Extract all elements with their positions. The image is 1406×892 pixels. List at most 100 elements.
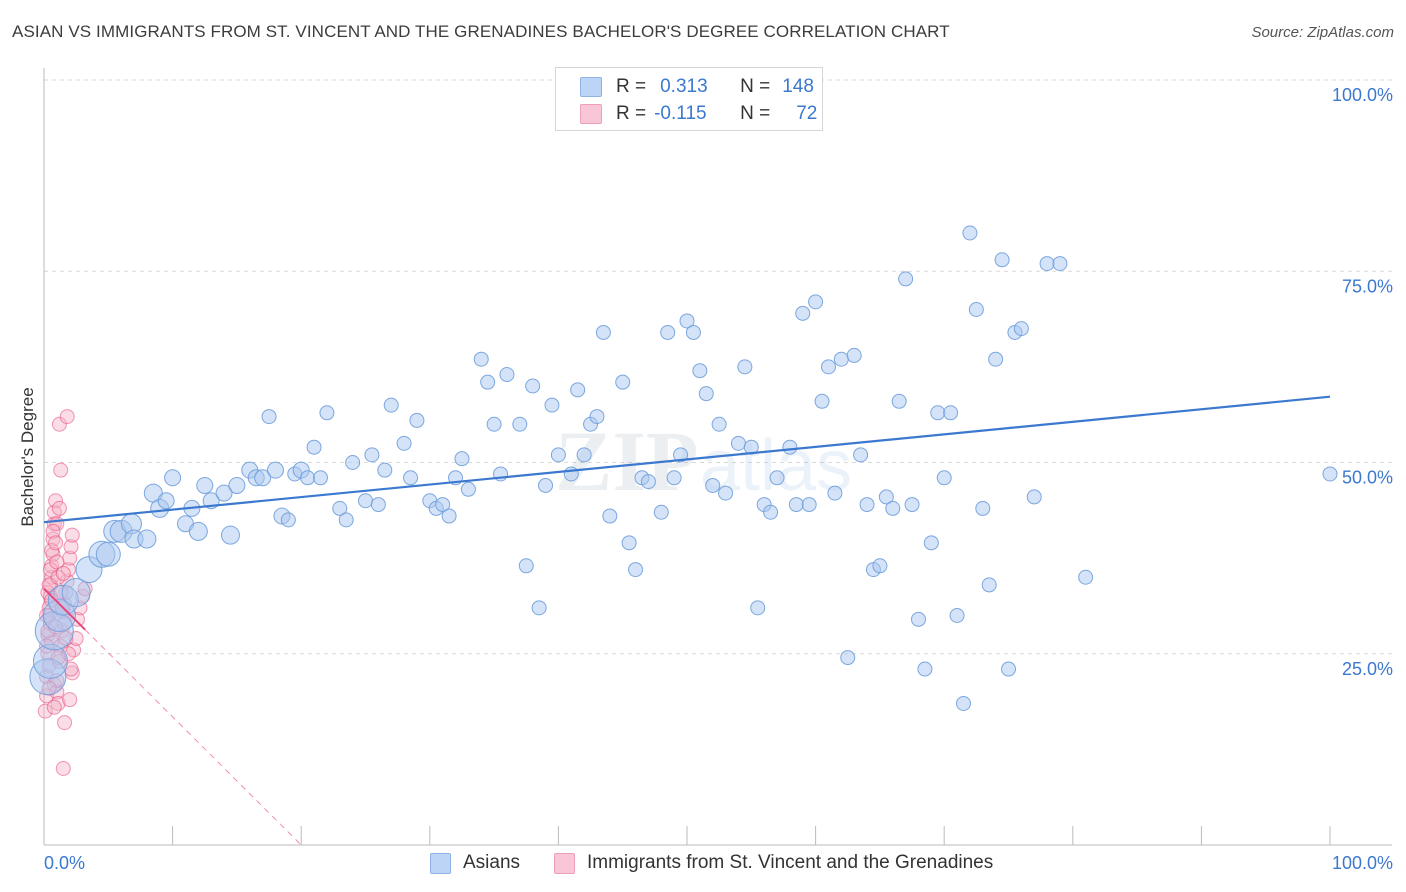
legend-label: Immigrants from St. Vincent and the Gren…	[587, 852, 994, 873]
asians-point	[808, 294, 824, 310]
asians-point	[1039, 256, 1055, 272]
asians-point	[525, 378, 541, 394]
immigrants-point	[62, 692, 78, 708]
asians-point	[576, 447, 592, 463]
asians-point	[763, 504, 779, 520]
legend-item-asians: Asians	[430, 852, 520, 874]
asians-point	[454, 451, 470, 467]
legend-row-immigrants: R = -0.115 N = 72	[580, 102, 817, 126]
asians-point	[975, 500, 991, 516]
asians-point	[370, 497, 386, 513]
x-tick-label: 0.0%	[44, 853, 85, 873]
asians-point	[872, 558, 888, 574]
asians-point	[480, 374, 496, 390]
chart-title: ASIAN VS IMMIGRANTS FROM ST. VINCENT AND…	[12, 22, 950, 41]
asians-point	[563, 466, 579, 482]
asians-point	[544, 397, 560, 413]
asians-point	[157, 492, 175, 510]
immigrants-point	[46, 504, 62, 520]
asians-point	[660, 324, 676, 340]
n-value: 72	[796, 103, 818, 124]
asians-point	[994, 252, 1010, 268]
asians-point	[705, 477, 721, 493]
asians-point	[859, 497, 875, 513]
asians-point	[595, 324, 611, 340]
n-label: N =	[740, 103, 771, 124]
asians-point	[538, 477, 554, 493]
asians-point	[795, 305, 811, 321]
asians-point	[228, 476, 246, 494]
asians-point	[898, 271, 914, 287]
source-label: Source: ZipAtlas.com	[1251, 24, 1394, 41]
immigrants-point	[53, 462, 69, 478]
asians-point	[358, 493, 373, 509]
immigrants-point	[51, 416, 67, 432]
immigrants-point	[66, 642, 82, 658]
asians-point	[846, 347, 862, 363]
asians-point	[692, 363, 708, 379]
r-value: 0.313	[660, 76, 708, 97]
immigrants-trend-line	[43, 588, 86, 631]
asians-point	[266, 461, 284, 479]
asians-point	[550, 447, 566, 463]
immigrants-point	[37, 703, 53, 719]
immigrants-point	[60, 562, 76, 578]
axes	[43, 68, 1392, 846]
y-tick-label: 50.0%	[1342, 468, 1393, 488]
asians-point	[904, 497, 920, 513]
immigrants-swatch	[580, 104, 602, 124]
asians-point	[820, 359, 836, 375]
asians-point	[254, 469, 272, 487]
asians-point	[878, 489, 894, 505]
asians-point	[531, 600, 547, 616]
asians-point	[1078, 569, 1094, 585]
asians-point	[1001, 661, 1016, 677]
asians-point	[403, 470, 419, 486]
asians-point	[917, 661, 933, 677]
asians-point	[885, 500, 901, 516]
immigrants-point	[59, 409, 75, 425]
asians-point	[943, 405, 959, 421]
asians-point	[164, 469, 182, 487]
asians-point	[936, 470, 952, 486]
asians-points	[29, 225, 1338, 711]
asians-point	[730, 435, 746, 451]
asians-point	[718, 485, 734, 501]
asians-point	[460, 481, 476, 497]
asians-point	[679, 313, 695, 329]
asians-point	[814, 393, 830, 409]
r-value: -0.115	[654, 103, 707, 124]
asians-point	[95, 541, 121, 567]
asians-point	[628, 562, 644, 578]
legend-item-immigrants: Immigrants from St. Vincent and the Gren…	[554, 852, 993, 874]
legend-row-asians: R = 0.313 N = 148	[580, 75, 814, 99]
asians-point	[319, 405, 335, 421]
immigrants-point	[63, 539, 79, 555]
asians-point	[409, 412, 425, 428]
asians-point	[441, 508, 457, 524]
asians-point	[698, 386, 714, 402]
asians-point	[215, 484, 233, 502]
asians-point	[383, 397, 399, 413]
asians-point	[396, 435, 412, 451]
asians-point	[338, 512, 354, 528]
asians-point	[377, 462, 393, 478]
immigrants-point	[48, 493, 64, 509]
asians-point	[312, 470, 328, 486]
asians-point	[499, 367, 515, 383]
asians-point	[801, 497, 817, 513]
asians-point	[930, 405, 946, 421]
asians-point	[621, 535, 637, 551]
asians-point	[345, 455, 361, 470]
asians-point	[891, 393, 907, 409]
asians-point	[685, 324, 701, 340]
asians-point	[782, 439, 798, 455]
y-tick-label: 25.0%	[1342, 659, 1393, 679]
asians-point	[332, 500, 348, 516]
asians-point	[1013, 321, 1029, 337]
asians-point	[1052, 256, 1068, 272]
immigrants-point	[57, 715, 73, 731]
asians-point	[711, 416, 727, 432]
asians-point	[833, 351, 849, 367]
